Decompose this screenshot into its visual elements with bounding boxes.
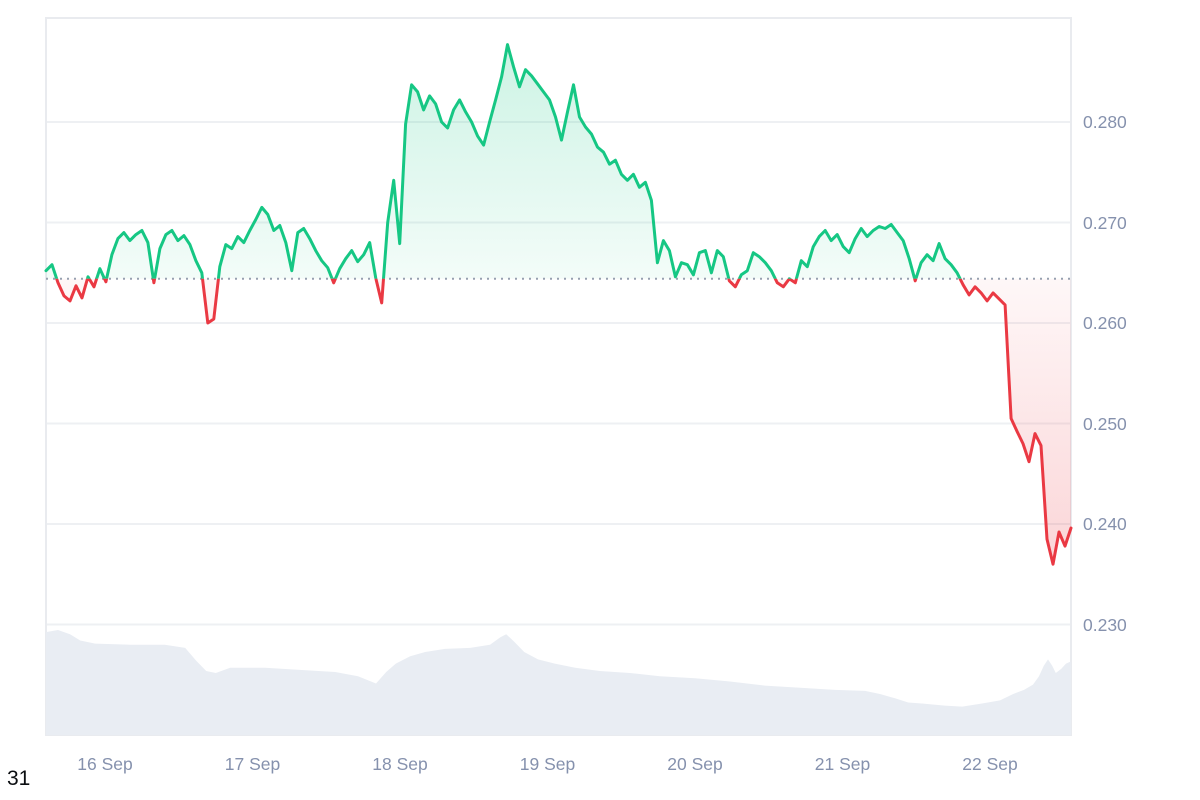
y-axis-tick-label: 0.280 — [1083, 112, 1127, 132]
page-note: 31 — [7, 767, 31, 790]
y-axis-tick-label: 0.250 — [1083, 413, 1127, 434]
y-axis-tick-label: 0.270 — [1083, 212, 1127, 233]
x-axis-tick-label: 20 Sep — [667, 754, 723, 774]
price-line-down — [55, 278, 1073, 566]
price-line-up — [44, 43, 962, 279]
volume-area — [46, 630, 1071, 735]
x-axis-tick-label: 17 Sep — [224, 754, 281, 774]
x-axis-tick-label: 21 Sep — [814, 754, 871, 774]
y-axis-tick-label: 0.260 — [1083, 313, 1127, 333]
y-axis-tick-label: 0.240 — [1083, 514, 1127, 534]
y-axis-tick-label: 0.230 — [1083, 614, 1127, 635]
x-axis-tick-label: 16 Sep — [77, 754, 133, 774]
price-area-up — [46, 44, 961, 279]
x-axis-tick-label: 19 Sep — [519, 754, 576, 774]
x-axis-tick-label: 22 Sep — [962, 754, 1018, 774]
x-axis-tick-label: 18 Sep — [372, 754, 428, 774]
